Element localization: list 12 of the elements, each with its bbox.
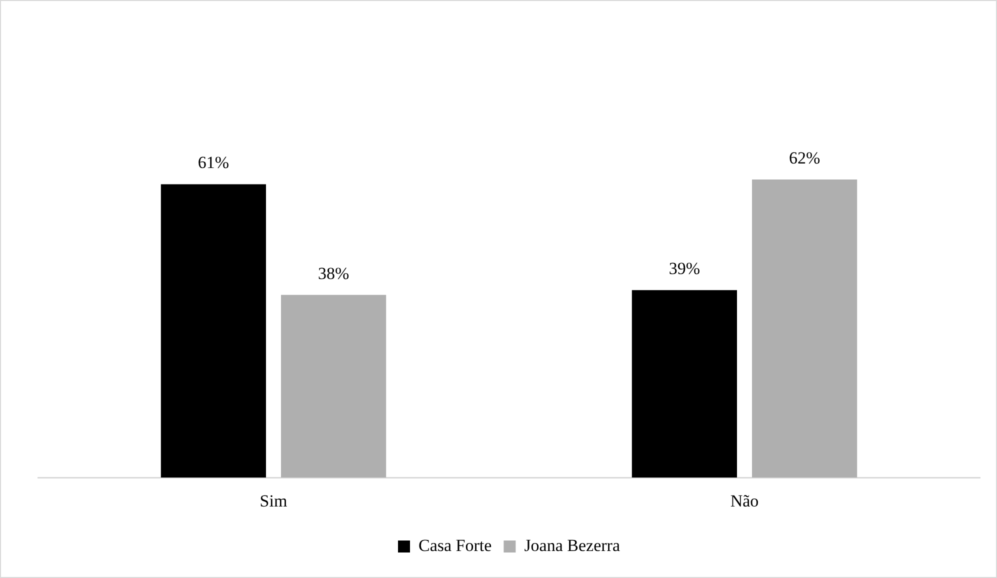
data-label: 38% — [318, 264, 350, 283]
data-label: 61% — [198, 153, 230, 172]
data-label: 62% — [788, 148, 820, 168]
legend-label: Casa Forte — [418, 536, 492, 555]
x-tick-label: Sim — [260, 491, 288, 510]
bar — [632, 290, 737, 478]
data-label: 39% — [668, 259, 700, 278]
legend-label: Joana Bezerra — [524, 536, 620, 555]
bar — [160, 184, 266, 478]
x-tick-label: Não — [730, 491, 759, 510]
bar — [281, 294, 386, 478]
bar — [752, 179, 858, 478]
